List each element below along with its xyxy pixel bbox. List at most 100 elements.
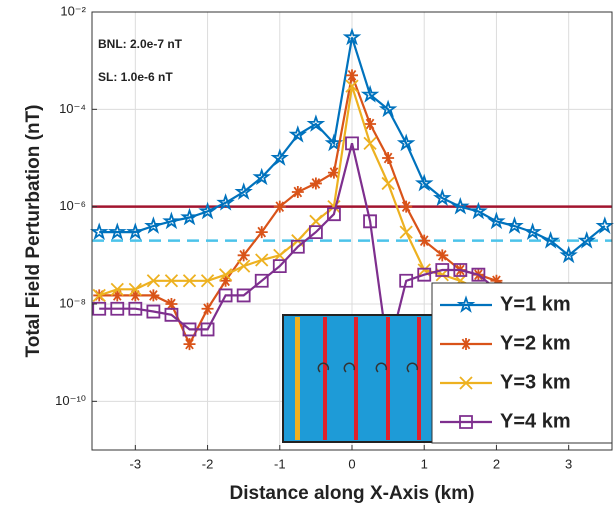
- marker: [418, 234, 431, 247]
- marker: [107, 222, 127, 241]
- legend-label: Y=4 km: [500, 410, 571, 432]
- inset-red-line: [386, 317, 390, 440]
- marker: [182, 274, 197, 288]
- reference-label: BNL: 2.0e-7 nT: [98, 37, 183, 51]
- marker: [505, 216, 524, 234]
- legend-label: Y=2 km: [500, 332, 571, 354]
- marker: [435, 263, 450, 277]
- marker: [364, 117, 377, 130]
- legend: Y=1 km Y=2 km Y=3 km Y=4 km: [431, 282, 613, 444]
- marker: [595, 216, 614, 234]
- inset-loops: [317, 362, 419, 373]
- marker: [345, 79, 359, 93]
- marker: [146, 274, 161, 288]
- marker: [541, 231, 560, 249]
- marker: [469, 201, 488, 220]
- marker: [342, 27, 362, 46]
- marker: [146, 304, 161, 319]
- x-tick-label: -2: [202, 456, 214, 471]
- inset-red-line: [323, 317, 327, 440]
- y-tick-label: 10⁻²: [60, 3, 86, 18]
- y-axis-label: Total Field Perturbation (nT): [23, 105, 44, 358]
- marker: [218, 268, 233, 282]
- marker: [219, 274, 232, 287]
- marker: [92, 288, 106, 303]
- reference-label: SL: 1.0e-6 nT: [98, 70, 173, 84]
- marker: [147, 289, 160, 302]
- marker: [308, 225, 323, 240]
- marker: [346, 69, 358, 82]
- marker: [459, 415, 473, 429]
- legend-label: Y=1 km: [500, 293, 571, 315]
- marker: [327, 207, 341, 222]
- marker: [327, 166, 340, 179]
- marker: [399, 225, 413, 239]
- marker: [198, 201, 217, 220]
- marker: [200, 274, 215, 288]
- marker: [126, 222, 145, 241]
- inset-yellow-line: [295, 317, 300, 440]
- x-axis-label: Distance along X-Axis (km): [230, 483, 475, 504]
- marker: [270, 148, 289, 166]
- marker: [273, 200, 286, 213]
- x-tick-label: 1: [421, 456, 428, 471]
- marker: [255, 253, 269, 267]
- y-tick-label: 10⁻⁶: [59, 198, 86, 213]
- marker: [451, 197, 470, 215]
- marker: [456, 295, 476, 313]
- marker: [460, 338, 472, 350]
- marker: [490, 274, 503, 287]
- marker: [360, 84, 380, 103]
- marker: [381, 176, 395, 191]
- marker: [415, 173, 434, 192]
- marker: [345, 136, 359, 151]
- marker: [255, 226, 268, 239]
- marker: [236, 288, 251, 303]
- marker: [272, 259, 287, 274]
- marker: [183, 338, 196, 351]
- axes: -3 -2 -1 0 1 2 3 10⁻² 10⁻⁴ 10⁻⁶ 10⁻⁸ 10⁻¹⁰: [55, 3, 572, 471]
- marker: [453, 263, 468, 277]
- marker: [400, 200, 413, 213]
- marker: [487, 211, 506, 230]
- marker: [129, 289, 142, 302]
- marker: [216, 193, 235, 211]
- marker: [382, 152, 395, 164]
- marker: [144, 216, 163, 234]
- inset-background: [282, 314, 438, 443]
- marker: [363, 136, 377, 150]
- marker: [291, 186, 304, 199]
- marker: [432, 188, 452, 207]
- marker: [218, 288, 233, 303]
- marker: [363, 214, 377, 229]
- marker: [90, 222, 109, 241]
- marker: [471, 267, 486, 282]
- x-tick-label: 3: [565, 456, 572, 471]
- x-tick-label: 0: [348, 456, 355, 471]
- marker: [237, 259, 251, 273]
- marker: [523, 222, 542, 241]
- inset-diagram: [282, 314, 438, 443]
- x-tick-label: -3: [130, 456, 142, 471]
- marker: [306, 114, 326, 132]
- marker: [234, 182, 253, 200]
- marker: [200, 322, 215, 337]
- marker: [459, 376, 473, 390]
- marker: [164, 307, 179, 322]
- marker: [577, 231, 597, 249]
- series: [90, 27, 614, 264]
- marker: [110, 282, 124, 296]
- series-line: [99, 37, 606, 257]
- marker: [128, 282, 142, 296]
- marker: [290, 239, 305, 254]
- marker: [254, 273, 269, 288]
- marker: [165, 298, 178, 310]
- marker: [180, 207, 199, 226]
- marker: [237, 249, 250, 262]
- marker: [182, 322, 197, 337]
- marker: [417, 267, 432, 282]
- marker: [559, 245, 578, 264]
- marker: [110, 301, 125, 316]
- x-tick-label: -1: [274, 456, 286, 471]
